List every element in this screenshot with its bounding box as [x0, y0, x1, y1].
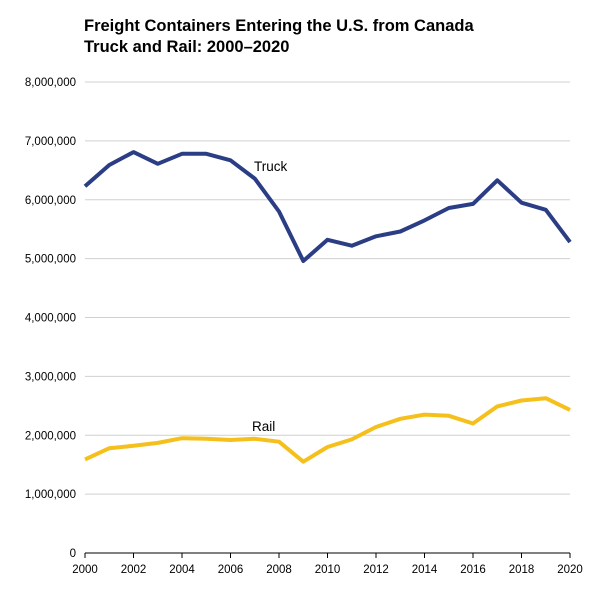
x-tick-label: 2012	[363, 564, 389, 576]
x-tick-label: 2016	[460, 564, 486, 576]
x-tick-label: 2000	[72, 564, 98, 576]
y-tick-label: 6,000,000	[25, 195, 76, 207]
x-tick-label: 2006	[218, 564, 244, 576]
y-tick-label: 0	[70, 548, 76, 560]
series-line-truck	[83, 150, 572, 263]
y-tick-label: 4,000,000	[25, 313, 76, 325]
y-axis-tick-labels: 0 1,000,000 2,000,000 3,000,000 4,000,000 5,0…	[25, 77, 76, 560]
gridlines	[85, 81, 570, 495]
series-label-rail: Rail	[252, 419, 275, 434]
y-tick-label: 3,000,000	[25, 371, 76, 383]
series-labels: Truck Rail	[252, 159, 287, 434]
y-tick-label: 5,000,000	[25, 254, 76, 266]
x-tick-label: 2004	[169, 564, 195, 576]
x-tick-label: 2020	[557, 564, 583, 576]
x-tick-label: 2018	[509, 564, 535, 576]
x-tick-label: 2002	[121, 564, 147, 576]
x-tick-label: 2010	[315, 564, 341, 576]
y-tick-label: 1,000,000	[25, 489, 76, 501]
y-tick-label: 8,000,000	[25, 77, 76, 89]
chart-title-line-2: Truck and Rail: 2000–2020	[84, 38, 290, 56]
chart-title-line-1: Freight Containers Entering the U.S. fro…	[84, 17, 474, 35]
y-tick-label: 2,000,000	[25, 430, 76, 442]
x-tick-label: 2014	[412, 564, 438, 576]
chart-title: Freight Containers Entering the U.S. fro…	[84, 16, 584, 58]
series-line-rail	[84, 396, 571, 464]
series-lines	[83, 150, 572, 464]
series-label-truck: Truck	[254, 159, 287, 174]
x-tick-label: 2008	[266, 564, 292, 576]
y-tick-label: 7,000,000	[25, 136, 76, 148]
x-axis: 2000 2002 2004 2006 2008 2010 2012 2014 2016 2018…	[72, 552, 583, 576]
